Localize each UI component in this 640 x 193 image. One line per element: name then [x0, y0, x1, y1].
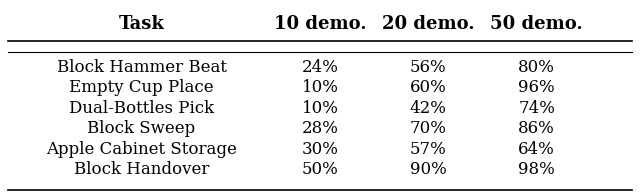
- Text: 28%: 28%: [301, 120, 339, 137]
- Text: Dual-Bottles Pick: Dual-Bottles Pick: [69, 100, 214, 117]
- Text: 96%: 96%: [518, 79, 555, 96]
- Text: 86%: 86%: [518, 120, 555, 137]
- Text: 50%: 50%: [301, 161, 339, 178]
- Text: 98%: 98%: [518, 161, 555, 178]
- Text: 30%: 30%: [301, 141, 339, 158]
- Text: Block Sweep: Block Sweep: [88, 120, 196, 137]
- Text: 10%: 10%: [301, 100, 339, 117]
- Text: 70%: 70%: [410, 120, 447, 137]
- Text: Empty Cup Place: Empty Cup Place: [69, 79, 214, 96]
- Text: 20 demo.: 20 demo.: [382, 15, 475, 33]
- Text: 10%: 10%: [301, 79, 339, 96]
- Text: Block Hammer Beat: Block Hammer Beat: [56, 58, 227, 75]
- Text: 80%: 80%: [518, 58, 555, 75]
- Text: 57%: 57%: [410, 141, 447, 158]
- Text: 90%: 90%: [410, 161, 447, 178]
- Text: 24%: 24%: [301, 58, 339, 75]
- Text: 74%: 74%: [518, 100, 555, 117]
- Text: 56%: 56%: [410, 58, 447, 75]
- Text: 42%: 42%: [410, 100, 447, 117]
- Text: 64%: 64%: [518, 141, 555, 158]
- Text: Apple Cabinet Storage: Apple Cabinet Storage: [46, 141, 237, 158]
- Text: 10 demo.: 10 demo.: [274, 15, 366, 33]
- Text: Block Handover: Block Handover: [74, 161, 209, 178]
- Text: 50 demo.: 50 demo.: [490, 15, 583, 33]
- Text: Task: Task: [118, 15, 164, 33]
- Text: 60%: 60%: [410, 79, 447, 96]
